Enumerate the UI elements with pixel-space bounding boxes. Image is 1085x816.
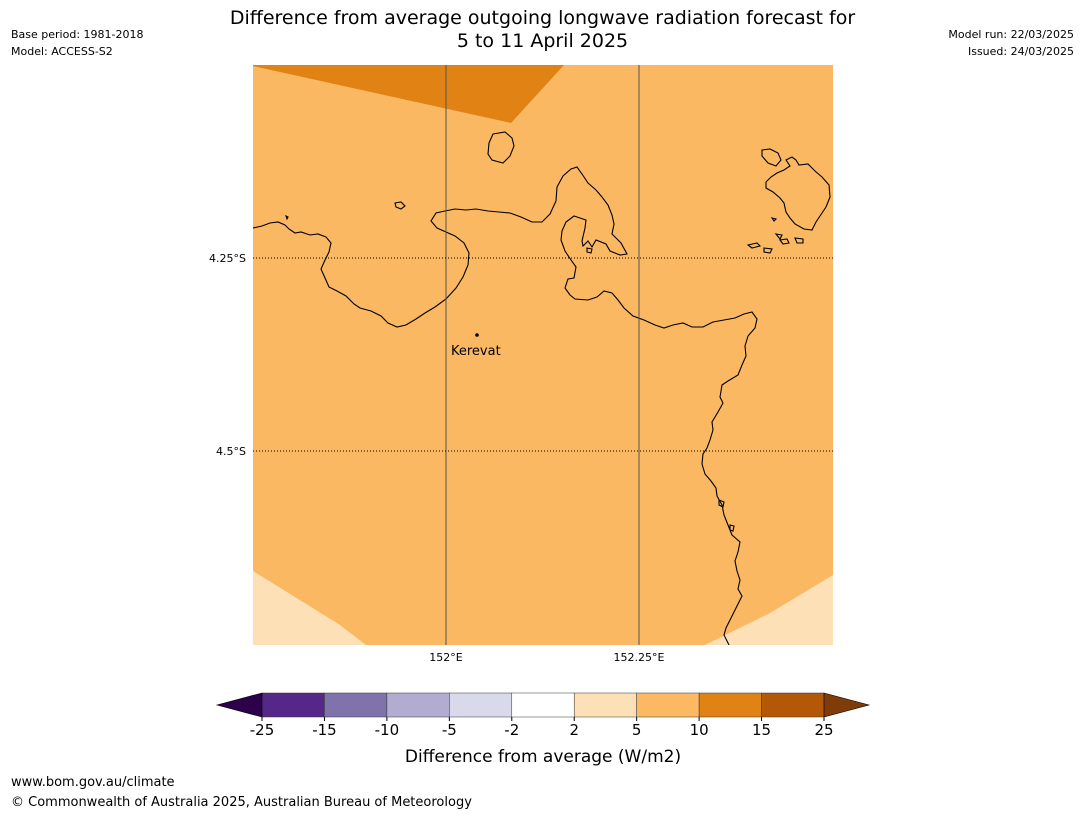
chart-title: Difference from average outgoing longwav… bbox=[0, 7, 1085, 53]
island-small-1 bbox=[487, 131, 515, 164]
colorbar-tick-label: -25 bbox=[250, 721, 275, 739]
colorbar-tick-label: -2 bbox=[504, 721, 519, 739]
colorbar-tick-label: 10 bbox=[690, 721, 709, 739]
colorbar-box bbox=[636, 692, 700, 718]
place-marker-kerevat bbox=[475, 333, 479, 337]
contour-band-2-5-right bbox=[705, 575, 833, 645]
map-background-band bbox=[253, 65, 833, 645]
colorbar-over-arrow bbox=[823, 692, 871, 718]
coastline-main bbox=[253, 166, 758, 645]
colorbar-box bbox=[324, 692, 388, 718]
island-small-2 bbox=[394, 201, 406, 210]
title-line-1: Difference from average outgoing longwav… bbox=[229, 7, 856, 29]
colorbar-box bbox=[573, 692, 637, 718]
lon-label-152.25E: 152.25°E bbox=[614, 651, 665, 664]
colorbar-tick-label: 2 bbox=[569, 721, 579, 739]
lon-label-152E: 152°E bbox=[429, 651, 462, 664]
gridlines bbox=[253, 65, 833, 645]
title-line-2: 5 to 11 April 2025 bbox=[456, 30, 629, 52]
footer-copyright: © Commonwealth of Australia 2025, Austra… bbox=[11, 795, 472, 810]
colorbar-tick-label: -15 bbox=[312, 721, 337, 739]
footer-url: www.bom.gov.au/climate bbox=[11, 775, 175, 790]
colorbar-tick-label: -5 bbox=[442, 721, 457, 739]
model-run-text: Model run: 22/03/2025 bbox=[948, 28, 1074, 41]
colorbar-label: Difference from average (W/m2) bbox=[405, 747, 681, 767]
meta-right: Model run: 22/03/2025 Issued: 24/03/2025 bbox=[948, 26, 1074, 60]
contour-band-2-5-left bbox=[253, 571, 366, 645]
issued-text: Issued: 24/03/2025 bbox=[967, 45, 1074, 58]
colorbar-box bbox=[386, 692, 450, 718]
colorbar-tick-label: 5 bbox=[632, 721, 642, 739]
colorbar-box bbox=[449, 692, 513, 718]
colorbar-under-arrow bbox=[215, 692, 263, 718]
colorbar-boxes bbox=[261, 692, 825, 718]
inlet-feature bbox=[586, 247, 735, 532]
colorbar-tick-label: -10 bbox=[375, 721, 400, 739]
lat-label-4.5S: 4.5°S bbox=[216, 445, 246, 458]
colorbar-box bbox=[261, 692, 325, 718]
colorbar-tick-label: 25 bbox=[814, 721, 833, 739]
island-duke-of-york bbox=[746, 148, 831, 254]
meta-left: Base period: 1981-2018 Model: ACCESS-S2 bbox=[11, 26, 143, 60]
colorbar-ticks: -25 -15 -10 -5 -2 2 5 10 15 25 bbox=[250, 717, 834, 739]
colorbar-box bbox=[761, 692, 825, 718]
lat-label-4.25S: 4.25°S bbox=[209, 252, 246, 265]
colorbar-box bbox=[698, 692, 762, 718]
place-label-kerevat: Kerevat bbox=[451, 344, 501, 359]
colorbar-tick-label: 15 bbox=[752, 721, 771, 739]
island-small-3 bbox=[285, 214, 289, 221]
contour-band-10-15 bbox=[253, 65, 564, 123]
model-text: Model: ACCESS-S2 bbox=[11, 45, 113, 58]
base-period-text: Base period: 1981-2018 bbox=[11, 28, 144, 41]
colorbar-box bbox=[511, 692, 575, 718]
coastline bbox=[253, 131, 831, 645]
